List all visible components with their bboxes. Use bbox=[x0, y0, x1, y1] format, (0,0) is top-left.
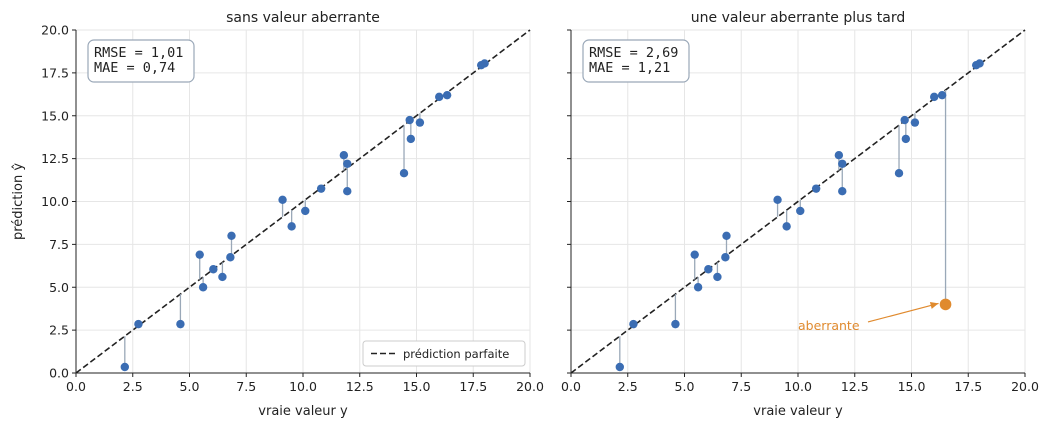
y-tick-label: 15.0 bbox=[41, 108, 69, 123]
data-point bbox=[195, 250, 204, 259]
x-tick-label: 17.5 bbox=[459, 379, 487, 394]
data-point bbox=[226, 253, 235, 262]
data-point bbox=[480, 59, 489, 68]
data-point bbox=[975, 59, 984, 68]
data-point bbox=[209, 265, 218, 274]
x-tick-label: 20.0 bbox=[1011, 379, 1039, 394]
outlier-point bbox=[939, 298, 952, 311]
perfect-prediction-line bbox=[75, 29, 531, 374]
y-tick-label: 5.0 bbox=[49, 280, 69, 295]
data-point bbox=[406, 134, 416, 144]
legend-label: prédiction parfaite bbox=[403, 347, 509, 361]
data-point bbox=[278, 195, 287, 204]
perfect-prediction-line bbox=[570, 29, 1026, 374]
data-point bbox=[894, 169, 904, 178]
y-tick-label: 12.5 bbox=[41, 151, 69, 166]
data-point bbox=[900, 115, 909, 125]
y-tick-label: 20.0 bbox=[41, 23, 69, 38]
data-point bbox=[796, 206, 805, 216]
y-tick-label: 2.5 bbox=[49, 323, 69, 338]
x-tick-label: 5.0 bbox=[180, 379, 200, 394]
data-point bbox=[937, 90, 947, 100]
data-point bbox=[721, 253, 730, 262]
data-point bbox=[693, 283, 703, 292]
data-point bbox=[773, 195, 782, 204]
chart-title: sans valeur aberrante bbox=[226, 10, 380, 26]
metrics-line: RMSE = 2,69 bbox=[589, 45, 678, 61]
data-point bbox=[834, 150, 844, 160]
x-tick-label: 17.5 bbox=[954, 379, 982, 394]
data-point bbox=[782, 222, 791, 231]
x-tick-label: 12.5 bbox=[346, 379, 374, 394]
x-tick-label: 12.5 bbox=[841, 379, 869, 394]
x-axis-label: vraie valeur y bbox=[753, 404, 843, 419]
x-tick-label: 10.0 bbox=[289, 379, 317, 394]
x-tick-label: 0.0 bbox=[66, 379, 86, 394]
y-tick-label: 10.0 bbox=[41, 194, 69, 209]
data-point bbox=[415, 118, 425, 127]
metrics-line: MAE = 1,21 bbox=[589, 60, 670, 76]
chart-panel-1: 0.00.0 2.5 2.5 5.0 5.0 7.5 7.5 10.0 10.0 12.5 12.5… bbox=[11, 10, 544, 419]
x-tick-label: 2.5 bbox=[123, 379, 143, 394]
data-point bbox=[399, 169, 409, 178]
data-point bbox=[227, 231, 236, 240]
data-point bbox=[339, 150, 349, 160]
data-point bbox=[690, 250, 699, 259]
x-axis-label: vraie valeur y bbox=[258, 404, 348, 419]
data-point bbox=[615, 362, 625, 372]
data-point bbox=[811, 184, 821, 193]
data-point bbox=[198, 283, 208, 292]
data-point bbox=[704, 265, 713, 274]
x-tick-label: 7.5 bbox=[236, 379, 256, 394]
outlier-arrow-head bbox=[929, 302, 939, 309]
y-tick-label: 17.5 bbox=[41, 65, 69, 80]
data-point bbox=[176, 319, 185, 329]
x-tick-label: 15.0 bbox=[403, 379, 431, 394]
legend-frame bbox=[362, 340, 526, 367]
data-point bbox=[343, 187, 352, 196]
metrics-line: RMSE = 1,01 bbox=[94, 45, 183, 61]
x-tick-label: 5.0 bbox=[675, 379, 695, 394]
data-point bbox=[838, 187, 847, 196]
data-point bbox=[838, 159, 847, 168]
data-point bbox=[301, 206, 310, 216]
data-point bbox=[713, 272, 722, 282]
chart-title: une valeur aberrante plus tard bbox=[691, 10, 905, 26]
data-point bbox=[134, 319, 143, 329]
data-point bbox=[722, 231, 731, 240]
x-tick-label: 7.5 bbox=[731, 379, 751, 394]
legend: prédiction parfaite bbox=[362, 340, 526, 367]
data-point bbox=[442, 90, 452, 100]
outlier-arrow-line bbox=[867, 302, 939, 323]
metrics-box-frame bbox=[582, 39, 690, 83]
data-point bbox=[287, 222, 296, 231]
data-point bbox=[930, 92, 939, 102]
data-point bbox=[343, 159, 352, 168]
x-tick-label: 0.0 bbox=[561, 379, 581, 394]
chart-panel-2: 0.0 2.5 5.0 7.5 10.0 12.5 15.0 17.5 20.0 aberrant… bbox=[561, 10, 1039, 419]
metrics-line: MAE = 0,74 bbox=[94, 60, 175, 76]
data-point bbox=[316, 184, 326, 193]
metrics-box-frame bbox=[87, 39, 195, 83]
y-tick-label: 7.5 bbox=[49, 237, 69, 252]
data-point bbox=[901, 134, 911, 144]
data-point bbox=[629, 319, 638, 329]
data-point bbox=[910, 118, 920, 127]
data-point bbox=[405, 115, 414, 125]
y-axis-label: prédiction ŷ bbox=[11, 163, 26, 240]
x-tick-label: 10.0 bbox=[784, 379, 812, 394]
data-point bbox=[435, 92, 444, 102]
data-point bbox=[671, 319, 680, 329]
data-point bbox=[120, 362, 130, 372]
y-tick-label: 0.0 bbox=[49, 366, 69, 381]
x-tick-label: 15.0 bbox=[898, 379, 926, 394]
x-tick-label: 20.0 bbox=[516, 379, 544, 394]
data-point bbox=[218, 272, 227, 282]
outlier-label: aberrante bbox=[798, 318, 860, 333]
x-tick-label: 2.5 bbox=[618, 379, 638, 394]
